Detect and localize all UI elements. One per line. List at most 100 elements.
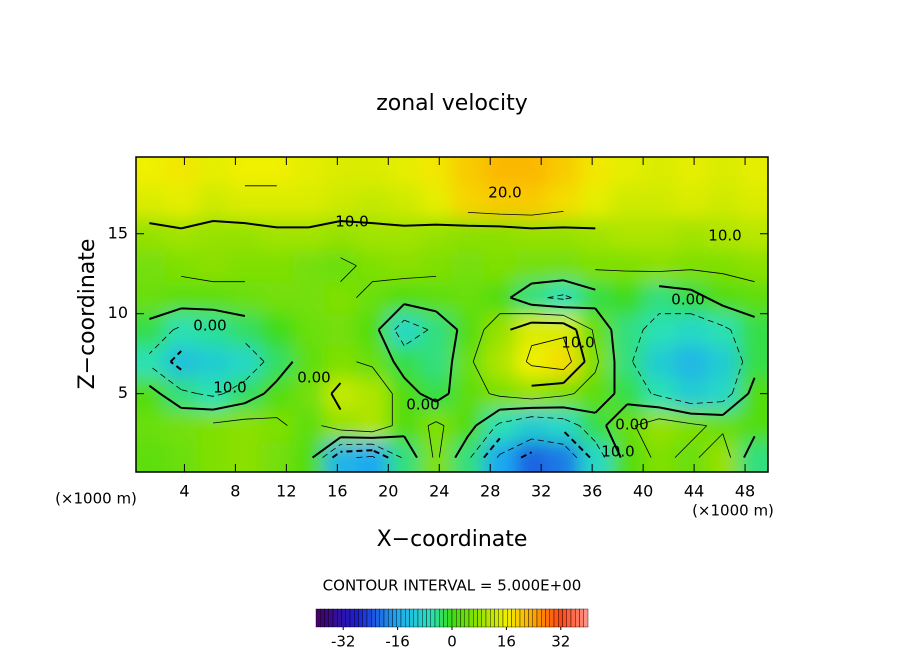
field-cell	[674, 281, 708, 315]
y-unit: (×1000 m)	[55, 490, 137, 508]
field-cell	[324, 441, 357, 472]
field-cell	[229, 157, 262, 187]
field-cell	[674, 185, 708, 219]
x-tick-label: 24	[429, 482, 449, 501]
colorbar-box	[579, 608, 584, 628]
field-cell	[611, 157, 644, 187]
x-tick-label: 20	[378, 482, 398, 501]
field-cell	[547, 441, 580, 472]
field-cell	[483, 345, 517, 379]
field-cell	[611, 249, 644, 283]
colorbar-box	[392, 608, 397, 628]
field-cell	[324, 377, 357, 411]
colorbar-box	[324, 608, 329, 628]
field-cell	[420, 217, 453, 251]
field-cell	[452, 249, 485, 283]
field-cell	[197, 249, 230, 283]
field-cell	[197, 345, 230, 379]
field-cell	[515, 345, 549, 379]
field-cell	[324, 345, 357, 379]
contour-line	[520, 451, 533, 459]
x-tick-label: 48	[735, 482, 755, 501]
field-cell	[420, 313, 453, 347]
field-cell	[579, 313, 612, 347]
field-cell	[643, 313, 676, 347]
field-cell	[165, 441, 198, 472]
colorbar-box	[451, 608, 457, 628]
colorbar-box	[468, 608, 474, 628]
x-tick-label: 36	[582, 482, 602, 501]
colorbar-tick-label: 16	[497, 633, 516, 651]
field-cell	[229, 281, 262, 315]
field-cell	[324, 157, 357, 187]
field-cell	[547, 157, 580, 187]
field-cell	[515, 249, 549, 283]
colorbar-box	[379, 608, 385, 628]
colorbar-box	[439, 608, 444, 628]
field-cell	[388, 441, 421, 472]
y-axis-label: Z−coordinate	[75, 239, 100, 390]
field-cell	[292, 217, 326, 251]
field-cell	[483, 157, 517, 187]
field-cell	[547, 409, 580, 443]
contour-line	[149, 220, 596, 411]
field-cell	[197, 185, 230, 219]
field-cell	[292, 345, 326, 379]
x-axis-label: X−coordinate	[377, 527, 528, 552]
field-cell	[197, 377, 230, 411]
field-cell	[611, 345, 644, 379]
field-cell	[483, 249, 517, 283]
field-cell	[229, 249, 262, 283]
field-cell	[515, 313, 549, 347]
field-cell	[292, 441, 326, 472]
field-cell	[611, 217, 644, 251]
field-cell	[356, 185, 389, 219]
colorbar-box	[315, 608, 321, 628]
field-cell	[260, 313, 294, 347]
colorbar-box	[536, 608, 542, 628]
field	[136, 157, 768, 472]
contours	[148, 185, 756, 459]
x-tick-label: 28	[480, 482, 500, 501]
field-cell	[136, 441, 166, 472]
field-cell	[388, 377, 421, 411]
field-cell	[136, 249, 166, 283]
field-cell	[292, 157, 326, 187]
colorbar-box	[498, 608, 504, 628]
contour-line	[169, 350, 591, 459]
field-cell	[611, 185, 644, 219]
colorbar-box	[566, 608, 572, 628]
colorbar-box	[519, 608, 525, 628]
field-cell	[165, 345, 198, 379]
field-cell	[674, 217, 708, 251]
colorbar-box	[511, 608, 516, 628]
colorbar-box	[558, 608, 563, 628]
colorbar-box	[345, 608, 351, 628]
field-cell	[643, 157, 676, 187]
field-cell	[420, 185, 453, 219]
field-cell	[674, 377, 708, 411]
field-cell	[706, 345, 740, 379]
field-cell	[483, 377, 517, 411]
field-cell	[452, 281, 485, 315]
x-tick-label: 8	[230, 482, 240, 501]
field-cell	[738, 249, 768, 283]
colorbar-box	[481, 608, 487, 628]
contour-line	[181, 257, 755, 458]
field-cell	[356, 377, 389, 411]
colorbar-box	[388, 608, 393, 628]
colorbar-tick-label: 0	[447, 633, 457, 651]
colorbar-box	[443, 608, 448, 628]
field-cell	[674, 249, 708, 283]
contour-label: 10.0	[213, 379, 246, 397]
colorbar-box	[447, 608, 453, 628]
field-cell	[643, 409, 676, 443]
colorbar-tick-label: -32	[331, 633, 356, 651]
contour-line	[149, 294, 744, 458]
field-cell	[292, 313, 326, 347]
x-tick-label: 12	[276, 482, 296, 501]
colorbar-box	[358, 608, 363, 628]
colorbar-box	[575, 608, 580, 628]
chart-title: zonal velocity	[376, 91, 528, 116]
field-cell	[706, 441, 740, 472]
